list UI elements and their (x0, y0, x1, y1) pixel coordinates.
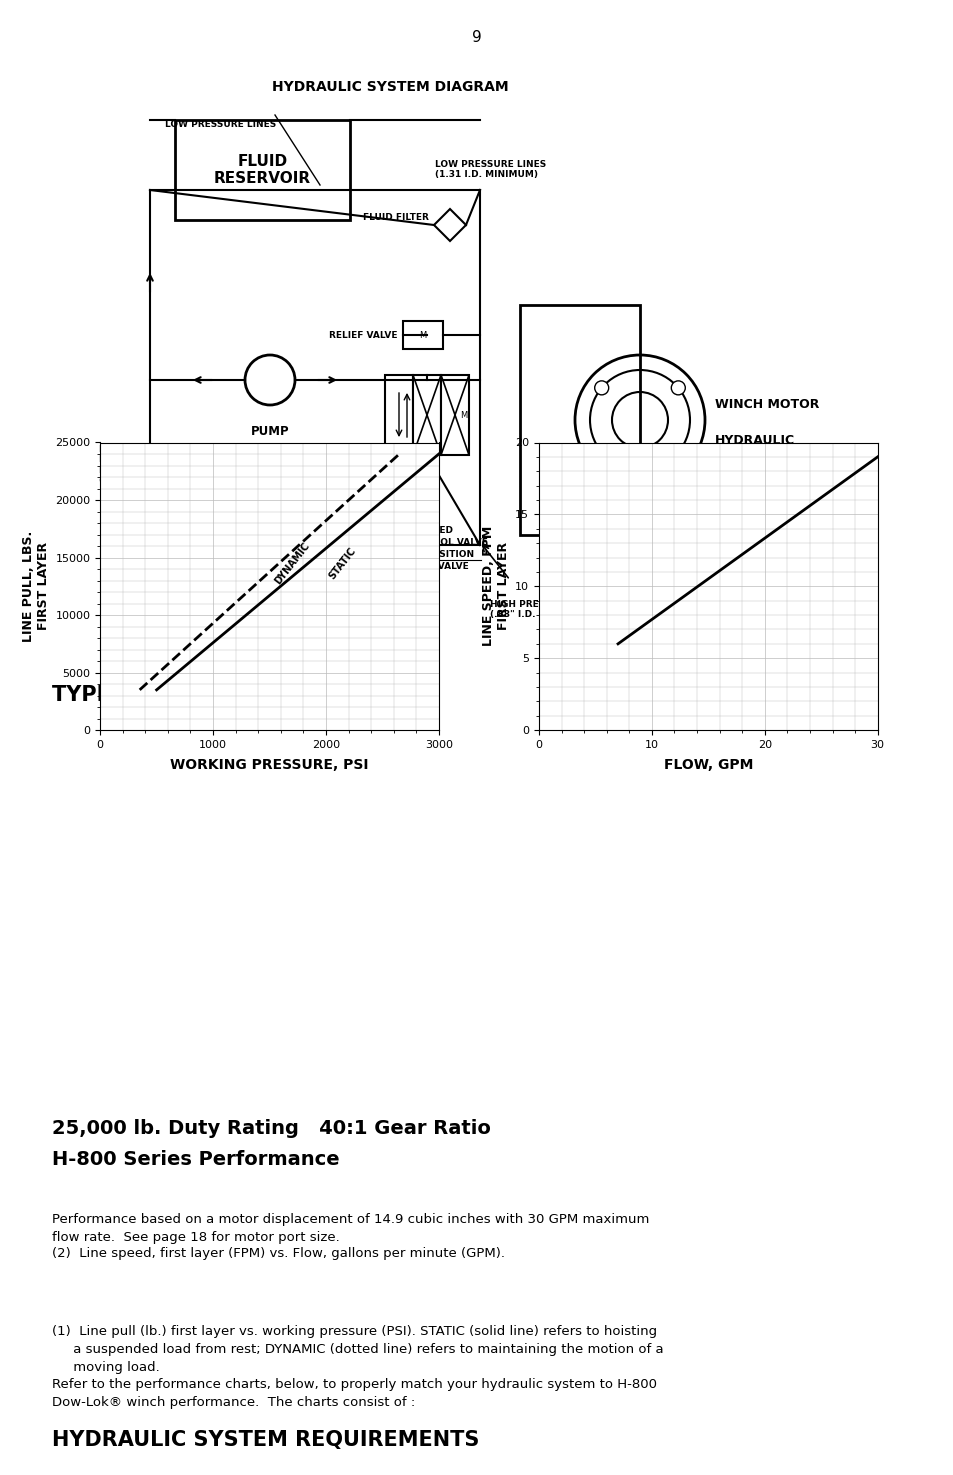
Text: WINCH MOTOR: WINCH MOTOR (714, 398, 819, 412)
Y-axis label: LINE PULL, LBS.
FIRST LAYER: LINE PULL, LBS. FIRST LAYER (22, 531, 50, 642)
Bar (519, 305, 639, 535)
Circle shape (671, 381, 684, 395)
Text: Refer to the performance charts, below, to properly match your hydraulic system : Refer to the performance charts, below, … (52, 1378, 657, 1409)
Text: M: M (419, 330, 426, 339)
Text: Performance based on a motor displacement of 14.9 cubic inches with 30 GPM maxim: Performance based on a motor displacemen… (52, 1212, 649, 1243)
Text: HYDRAULIC SYSTEM REQUIREMENTS: HYDRAULIC SYSTEM REQUIREMENTS (52, 1429, 478, 1450)
Bar (402, 322, 442, 350)
Circle shape (671, 445, 684, 459)
Text: CYLINDER SPOOL VALVE: CYLINDER SPOOL VALVE (366, 538, 487, 547)
Text: REQUIRED: REQUIRED (400, 527, 453, 535)
Text: HYDRAULIC SYSTEM DIAGRAM: HYDRAULIC SYSTEM DIAGRAM (272, 80, 508, 94)
Text: FLUID
RESERVOIR: FLUID RESERVOIR (213, 153, 311, 186)
Circle shape (594, 445, 608, 459)
Circle shape (594, 381, 608, 395)
Bar (413, 375, 440, 454)
Text: TYPICAL HYDRAULIC LAYOUT: TYPICAL HYDRAULIC LAYOUT (52, 684, 388, 705)
Text: RELIEF VALVE: RELIEF VALVE (329, 330, 397, 339)
Text: LOW PRESSURE LINES: LOW PRESSURE LINES (165, 119, 276, 128)
Text: H-800 Series Performance: H-800 Series Performance (52, 1150, 339, 1170)
Text: (1)  Line pull (lb.) first layer vs. working pressure (PSI). STATIC (solid line): (1) Line pull (lb.) first layer vs. work… (52, 1325, 663, 1375)
Text: STATIC: STATIC (327, 546, 358, 581)
Text: DYNAMIC: DYNAMIC (273, 540, 312, 586)
Polygon shape (434, 209, 465, 240)
Text: 4 WAY, 3 POSITION: 4 WAY, 3 POSITION (379, 550, 474, 559)
X-axis label: WORKING PRESSURE, PSI: WORKING PRESSURE, PSI (170, 758, 369, 773)
Text: M: M (459, 410, 467, 419)
Text: (2)  Line speed, first layer (FPM) vs. Flow, gallons per minute (GPM).: (2) Line speed, first layer (FPM) vs. Fl… (52, 1246, 504, 1260)
Circle shape (245, 355, 294, 406)
Text: LOW PRESSURE LINES
(1.31 I.D. MINIMUM): LOW PRESSURE LINES (1.31 I.D. MINIMUM) (435, 159, 546, 180)
Text: 25,000 lb. Duty Rating   40:1 Gear Ratio: 25,000 lb. Duty Rating 40:1 Gear Ratio (52, 1120, 491, 1139)
Text: HIGH PRESSURE LINES
(.88" I.D. MINIMUM): HIGH PRESSURE LINES (.88" I.D. MINIMUM) (490, 600, 603, 620)
Bar (385, 375, 413, 454)
Bar (174, 119, 350, 220)
Y-axis label: LINE SPEED, FPM
FIRST LAYER: LINE SPEED, FPM FIRST LAYER (481, 527, 509, 646)
Text: HYDRAULIC: HYDRAULIC (714, 434, 794, 447)
Bar (440, 375, 469, 454)
Text: CONTROL VALVE: CONTROL VALVE (385, 562, 468, 571)
Text: PUMP
INLET
LINE
(SUCTION): PUMP INLET LINE (SUCTION) (98, 445, 152, 485)
X-axis label: FLOW, GPM: FLOW, GPM (663, 758, 752, 773)
Text: 9: 9 (472, 30, 481, 46)
Text: FLUID FILTER: FLUID FILTER (363, 212, 429, 221)
Text: PUMP: PUMP (251, 425, 289, 438)
